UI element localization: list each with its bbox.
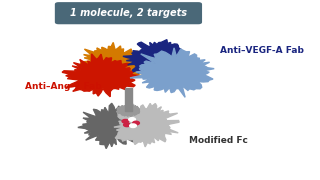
Ellipse shape — [129, 118, 135, 121]
Ellipse shape — [130, 124, 136, 127]
Polygon shape — [62, 54, 140, 97]
Polygon shape — [114, 103, 179, 147]
Ellipse shape — [133, 121, 140, 125]
FancyBboxPatch shape — [55, 2, 202, 24]
Ellipse shape — [124, 123, 130, 127]
Polygon shape — [116, 105, 140, 117]
Text: Anti–VEGF-A Fab: Anti–VEGF-A Fab — [220, 46, 304, 55]
Text: Anti–Ang-2 Fab: Anti–Ang-2 Fab — [25, 82, 102, 91]
Text: 1 molecule, 2 targets: 1 molecule, 2 targets — [70, 8, 187, 18]
Polygon shape — [123, 40, 189, 75]
Polygon shape — [130, 48, 214, 97]
Polygon shape — [78, 103, 143, 149]
Text: Modified Fc: Modified Fc — [189, 136, 248, 145]
Polygon shape — [80, 42, 149, 83]
Ellipse shape — [122, 120, 129, 123]
